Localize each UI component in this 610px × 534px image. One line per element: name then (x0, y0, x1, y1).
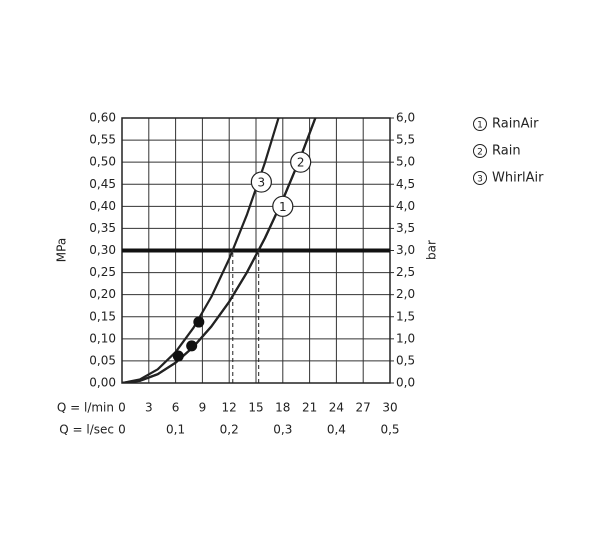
operating-point (193, 316, 205, 328)
curve (122, 118, 317, 383)
y-tick-label: 0,00 (89, 376, 116, 390)
x-tick-label: 15 (248, 401, 263, 415)
y-tick-label: 0,50 (89, 155, 116, 169)
y2-axis-label: bar (425, 240, 439, 260)
y-tick-label: 0,40 (89, 199, 116, 213)
x-tick-label: 6 (172, 401, 180, 415)
y-tick-label: 0,20 (89, 287, 116, 301)
legend-label: Rain (492, 144, 521, 159)
y2-tick-label: 3,0 (396, 243, 415, 257)
y-tick-label: 0,15 (89, 309, 116, 323)
curve-label-circle (272, 195, 294, 217)
y-tick-label: 0,25 (89, 265, 116, 279)
y-tick-label: 0,05 (89, 353, 116, 367)
y2-tick-label: 0,5 (396, 353, 415, 367)
y2-tick-label: 0,0 (396, 376, 415, 390)
y-tick-label: 0,10 (89, 331, 116, 345)
y-axis-label: MPa (55, 238, 69, 262)
x-tick-label: 0 (118, 401, 126, 415)
plot-area (122, 118, 317, 383)
legend-symbol (473, 171, 487, 185)
y-tick-label: 0,30 (89, 243, 116, 257)
legend-symbol-label: 1 (477, 121, 483, 131)
x2-tick-label: 0,5 (380, 423, 399, 437)
legend-symbol (473, 144, 487, 158)
x2-axis-label: Q = l/sec (59, 423, 114, 437)
curve-label: 1 (279, 200, 287, 214)
operating-point (172, 350, 184, 362)
curve-label-circle (290, 151, 312, 173)
x-tick-label: 24 (329, 401, 344, 415)
x2-tick-label: 0 (118, 423, 126, 437)
y2-tick-label: 4,0 (396, 199, 415, 213)
x-tick-label: 18 (275, 401, 290, 415)
y2-tick-label: 2,5 (396, 265, 415, 279)
y2-tick-label: 3,5 (396, 221, 415, 235)
y2-tick-label: 1,5 (396, 309, 415, 323)
x-tick-label: 9 (199, 401, 207, 415)
y2-tick-label: 4,5 (396, 177, 415, 191)
curve-label: 2 (297, 156, 305, 170)
x-tick-label: 30 (382, 401, 397, 415)
curve (122, 118, 317, 383)
legend-symbol (473, 117, 487, 131)
legend-symbol-label: 3 (477, 175, 483, 185)
legend-label: WhirlAir (492, 171, 544, 186)
y-tick-label: 0,45 (89, 177, 116, 191)
y-tick-label: 0,60 (89, 111, 116, 125)
x-tick-label: 12 (222, 401, 237, 415)
curve-label: 3 (258, 176, 266, 190)
curve-label-circle (250, 171, 272, 193)
operating-point (186, 340, 198, 352)
x-tick-label: 21 (302, 401, 317, 415)
y-tick-label: 0,35 (89, 221, 116, 235)
y-tick-label: 0,55 (89, 133, 116, 147)
legend-label: RainAir (492, 117, 539, 132)
y2-tick-label: 5,0 (396, 155, 415, 169)
x2-tick-label: 0,2 (220, 423, 239, 437)
x-tick-label: 3 (145, 401, 153, 415)
y2-tick-label: 5,5 (396, 133, 415, 147)
x2-tick-label: 0,4 (327, 423, 346, 437)
y2-tick-label: 1,0 (396, 331, 415, 345)
y2-tick-label: 6,0 (396, 111, 415, 125)
x-axis-label: Q = l/min (57, 401, 114, 415)
legend-symbol-label: 2 (477, 148, 483, 158)
x-tick-label: 27 (356, 401, 371, 415)
x2-tick-label: 0,3 (273, 423, 292, 437)
y2-tick-label: 2,0 (396, 287, 415, 301)
x2-tick-label: 0,1 (166, 423, 185, 437)
